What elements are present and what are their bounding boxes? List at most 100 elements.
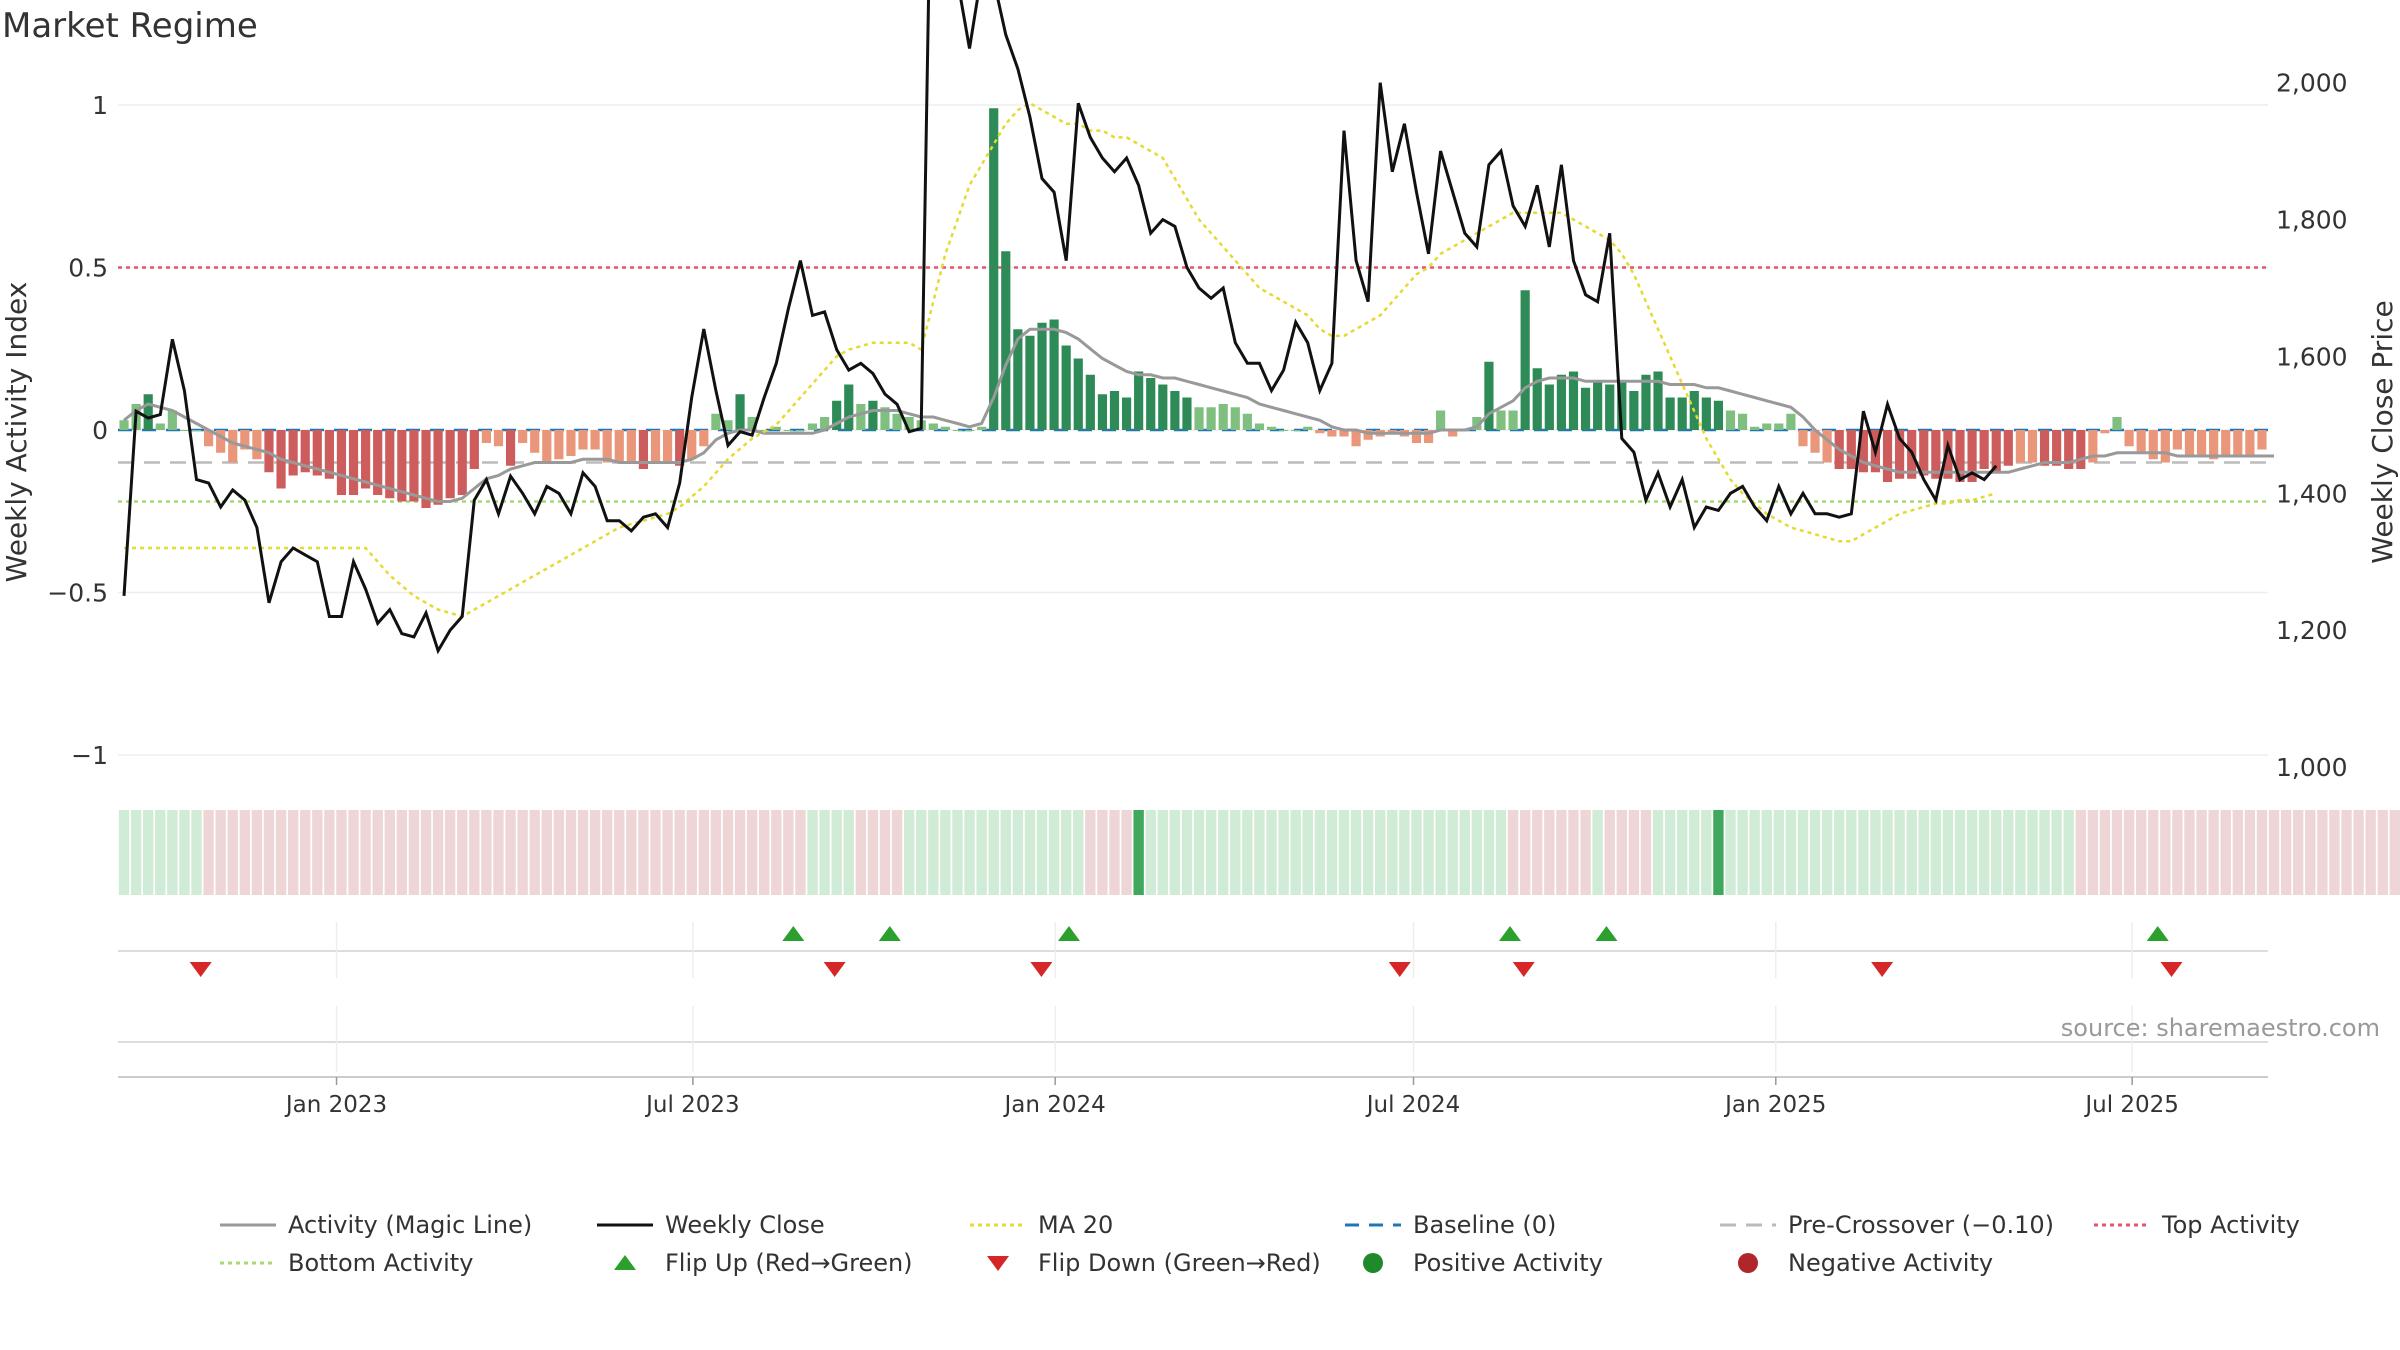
activity-bar — [1363, 430, 1373, 440]
legend-label: Positive Activity — [1413, 1249, 1603, 1277]
regime-cell — [1954, 810, 1966, 895]
regime-cell — [130, 810, 142, 895]
regime-cell — [1749, 810, 1760, 895]
regime-cell — [2087, 810, 2099, 895]
activity-bar — [493, 430, 504, 447]
activity-bar — [167, 410, 177, 430]
activity-dots-panel — [118, 1006, 2268, 1072]
regime-cell — [396, 810, 408, 895]
activity-bar — [1882, 430, 1893, 482]
activity-bar — [614, 430, 624, 463]
regime-cell — [1471, 810, 1483, 895]
regime-cell — [626, 810, 637, 895]
regime-cell — [1568, 810, 1579, 895]
activity-bar — [361, 430, 371, 489]
activity-bar — [699, 430, 709, 447]
activity-bar — [2257, 430, 2267, 450]
activity-bar — [783, 430, 793, 431]
regime-cell — [928, 810, 939, 895]
regime-cell — [843, 810, 854, 895]
activity-bar — [542, 430, 552, 463]
legend-label: Flip Up (Red→Green) — [665, 1249, 913, 1277]
activity-bar — [2221, 430, 2231, 456]
regime-cell — [1399, 810, 1410, 895]
activity-bar — [2209, 430, 2219, 460]
y2-tick-label: 1,400 — [2276, 479, 2348, 508]
activity-bar — [1266, 426, 1277, 430]
regime-cell — [2015, 810, 2026, 895]
regime-cell — [2111, 810, 2123, 895]
regime-cell — [746, 810, 758, 895]
activity-bar — [1556, 374, 1566, 430]
regime-cell — [1918, 810, 1929, 895]
regime-cell — [1375, 810, 1386, 895]
regime-cell — [239, 810, 251, 895]
legend-item: Bottom Activity — [218, 1248, 473, 1278]
activity-bar — [977, 426, 987, 430]
activity-bar — [1641, 374, 1651, 430]
x-tick-label: Jul 2023 — [644, 1092, 740, 1118]
regime-cell — [1773, 810, 1785, 895]
regime-cell — [2377, 810, 2388, 895]
regime-cell — [553, 810, 565, 895]
flip-markers — [118, 922, 2268, 978]
regime-cell — [1169, 810, 1181, 895]
activity-bar — [1206, 407, 1216, 430]
regime-cell — [1411, 810, 1422, 895]
legend-label: Top Activity — [2162, 1211, 2300, 1239]
activity-bar — [143, 394, 153, 430]
regime-cell — [300, 810, 311, 895]
activity-bar — [1810, 430, 1820, 453]
legend-swatch — [2094, 1223, 2150, 1227]
regime-cell — [783, 810, 794, 895]
x-tick-label: Jul 2024 — [1365, 1092, 1461, 1118]
activity-bar — [119, 420, 129, 430]
activity-bar — [433, 430, 443, 505]
y-tick-label: −0.5 — [47, 579, 108, 608]
legend-item: Baseline (0) — [1343, 1210, 1556, 1240]
y2-tick-label: 2,000 — [2276, 69, 2348, 98]
activity-bar — [1786, 413, 1796, 430]
regime-cell — [686, 810, 697, 895]
regime-cell — [517, 810, 528, 895]
regime-cell — [2341, 810, 2352, 895]
regime-cell — [251, 810, 263, 895]
activity-bar — [1846, 430, 1856, 469]
regime-cell — [2220, 810, 2231, 895]
activity-bar — [469, 430, 479, 469]
regime-cell — [155, 810, 166, 895]
activity-bar — [397, 430, 407, 502]
regime-cell — [807, 810, 818, 895]
activity-bar — [1134, 371, 1144, 430]
flip-up-marker — [1057, 926, 1080, 941]
activity-bar — [675, 430, 685, 466]
activity-bar — [1423, 430, 1434, 443]
activity-bar — [385, 430, 395, 499]
flip-down-marker — [2160, 962, 2183, 977]
regime-cell — [469, 810, 480, 895]
regime-cell — [1942, 810, 1954, 895]
regime-cell — [2317, 810, 2328, 895]
regime-cell — [2280, 810, 2292, 895]
activity-bar — [1315, 430, 1325, 434]
legend-item: Weekly Close — [595, 1210, 825, 1240]
regime-cell — [312, 810, 323, 895]
regime-cell — [2208, 810, 2219, 895]
regime-cell — [384, 810, 395, 895]
activity-bar — [373, 430, 383, 495]
regime-cell — [348, 810, 359, 895]
regime-cell — [1991, 810, 2002, 895]
regime-cell — [1858, 810, 1869, 895]
activity-bar — [1230, 407, 1240, 430]
activity-bar — [1496, 410, 1506, 430]
regime-cell — [589, 810, 601, 895]
regime-cell — [2063, 810, 2074, 895]
regime-cell — [722, 810, 734, 895]
activity-bar — [1919, 430, 1929, 476]
regime-cell — [903, 810, 915, 895]
regime-cell — [1133, 810, 1144, 895]
regime-cell — [771, 810, 782, 895]
activity-bar — [1544, 384, 1554, 430]
activity-bar — [1097, 394, 1107, 430]
activity-bar — [1580, 387, 1591, 430]
